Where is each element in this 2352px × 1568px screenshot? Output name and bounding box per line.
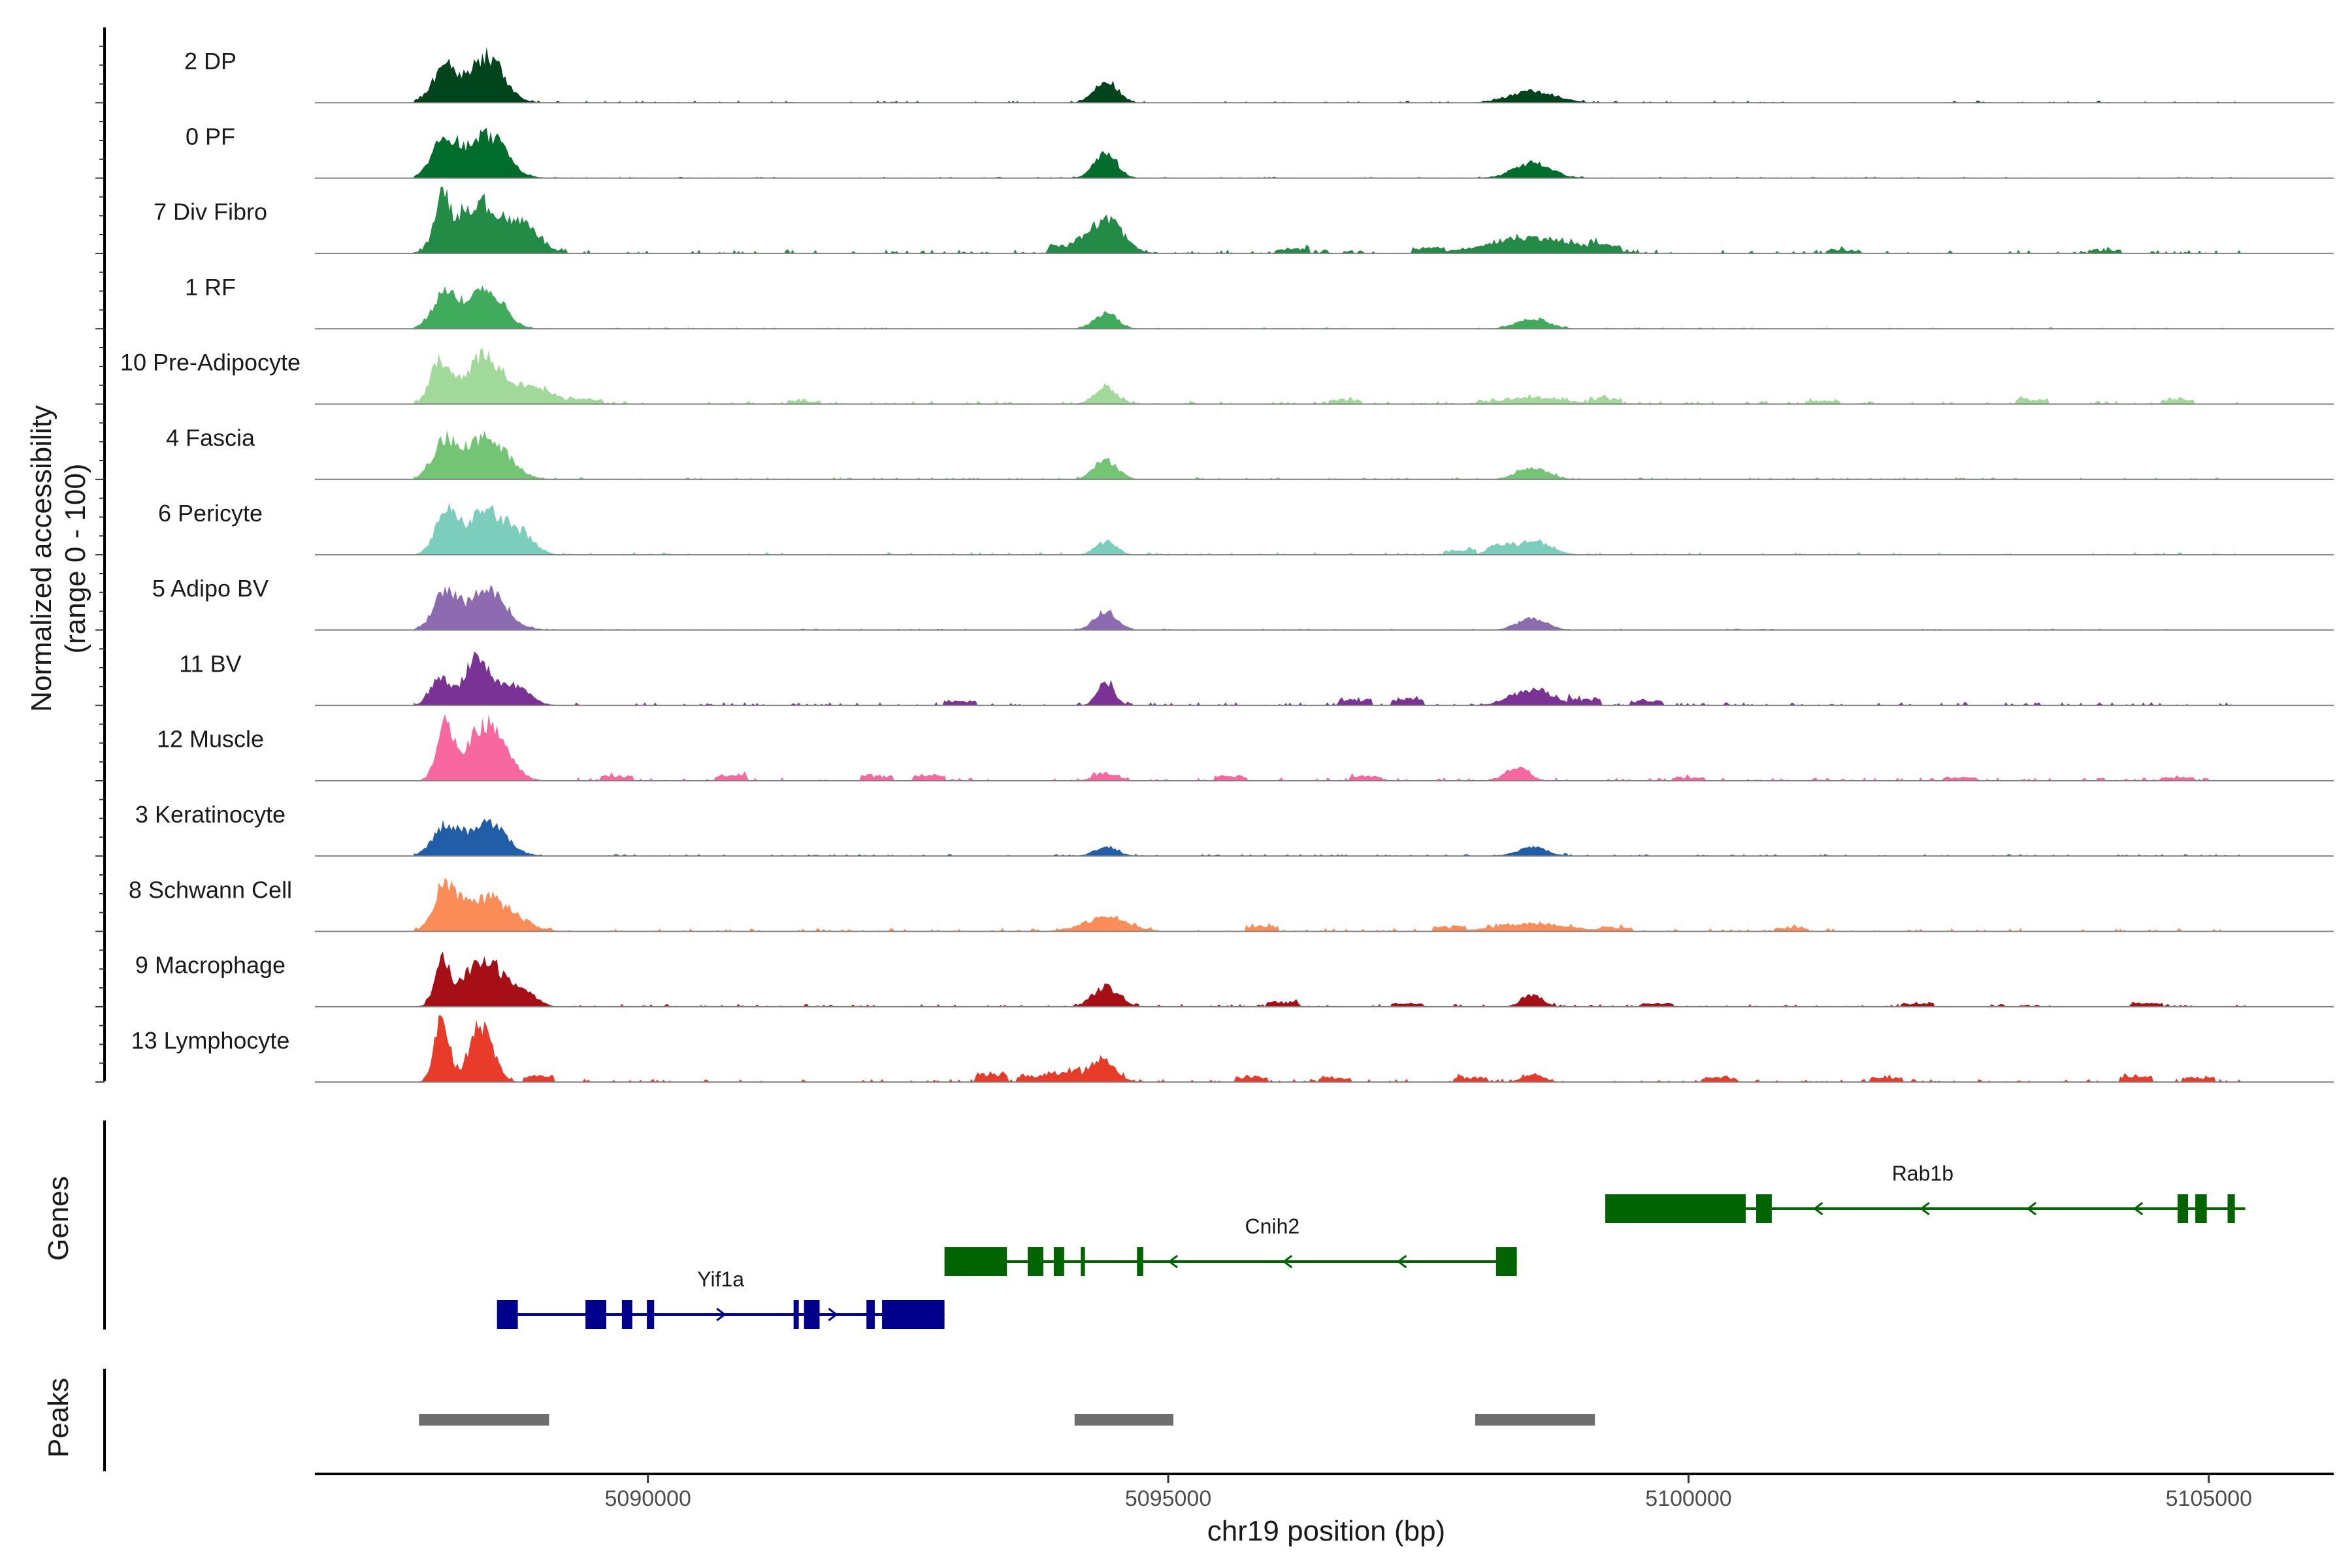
- gene-label-rab1b: Rab1b: [1892, 1162, 1953, 1185]
- peak-region: [419, 1414, 549, 1426]
- gene-exon: [1495, 1247, 1517, 1276]
- gene-exon: [1756, 1194, 1772, 1223]
- gene-label-cnih2: Cnih2: [1245, 1215, 1300, 1238]
- gene-exon: [2178, 1194, 2189, 1223]
- coverage-area-6-pericyte: [414, 502, 2246, 555]
- track-label-11-bv: 11 BV: [179, 650, 241, 677]
- track-label-1-rf: 1 RF: [185, 274, 236, 301]
- gene-models: Yif1a Cnih2 Rab1b: [497, 1162, 2246, 1329]
- gene-exon: [793, 1300, 799, 1329]
- gene-exon: [1605, 1194, 1746, 1223]
- gene-exon: [1053, 1247, 1064, 1276]
- coverage-area-0-pf: [414, 127, 2246, 178]
- gene-exon: [647, 1300, 655, 1329]
- coverage-area-7-div-fibro: [414, 186, 2246, 253]
- track-label-5-adipo-bv: 5 Adipo BV: [152, 575, 269, 602]
- track-4-fascia: 4 Fascia: [166, 425, 2334, 480]
- x-tick-label: 5095000: [1125, 1486, 1211, 1511]
- track-2-dp: 2 DP: [184, 46, 2334, 104]
- peak-region: [1475, 1414, 1595, 1426]
- track-0-pf: 0 PF: [186, 123, 2334, 179]
- track-3-keratinocyte: 3 Keratinocyte: [135, 801, 2334, 857]
- strand-arrow: [716, 1307, 727, 1322]
- y-axis-title-line-2: (range 0 - 100): [59, 463, 91, 653]
- track-label-7-div-fibro: 7 Div Fibro: [154, 199, 267, 225]
- x-tick-label: 5100000: [1645, 1486, 1731, 1511]
- gene-exon: [882, 1300, 945, 1329]
- gene-exon: [585, 1300, 606, 1329]
- coverage-area-13-lymphocyte: [414, 1015, 2246, 1083]
- gene-exon: [1137, 1247, 1143, 1276]
- coverage-tracks: 2 DP 0 PF 7 Div Fibro 1 RF 10 Pre-Adipocyte 4…: [120, 46, 2334, 1083]
- strand-arrow: [2026, 1201, 2036, 1216]
- genes-track-label: Genes: [42, 1176, 74, 1261]
- coverage-area-2-dp: [414, 46, 2246, 103]
- track-label-12-muscle: 12 Muscle: [157, 726, 264, 753]
- gene-exon: [944, 1247, 1007, 1276]
- strand-arrow: [1168, 1254, 1178, 1269]
- track-label-6-pericyte: 6 Pericyte: [158, 500, 263, 527]
- y-axis-title: Normalized accessibility (range 0 - 100): [25, 405, 91, 711]
- gene-cnih2: Cnih2: [944, 1215, 1517, 1276]
- peaks-track-label: Peaks: [42, 1378, 74, 1458]
- track-label-4-fascia: 4 Fascia: [166, 425, 255, 451]
- gene-exon: [2227, 1194, 2235, 1223]
- strand-arrow: [1813, 1201, 1823, 1216]
- gene-rab1b: Rab1b: [1605, 1162, 2246, 1223]
- x-tick-label: 5105000: [2166, 1486, 2252, 1511]
- track-label-8-schwann-cell: 8 Schwann Cell: [129, 876, 292, 903]
- track-label-0-pf: 0 PF: [186, 123, 235, 150]
- gene-yif1a: Yif1a: [497, 1267, 945, 1329]
- coverage-area-8-schwann-cell: [414, 877, 2246, 932]
- coverage-area-10-pre-adipocyte: [414, 348, 2246, 404]
- gene-exon: [497, 1300, 518, 1329]
- strand-arrow: [1282, 1254, 1293, 1269]
- track-11-bv: 11 BV: [179, 650, 2334, 706]
- coverage-area-4-fascia: [414, 430, 2246, 480]
- coverage-area-5-adipo-bv: [414, 585, 2246, 630]
- peak-region: [1074, 1414, 1174, 1426]
- track-label-9-macrophage: 9 Macrophage: [135, 952, 286, 979]
- gene-exon: [621, 1300, 632, 1329]
- track-9-macrophage: 9 Macrophage: [135, 951, 2334, 1007]
- x-tick-label: 5090000: [605, 1486, 691, 1511]
- track-6-pericyte: 6 Pericyte: [158, 500, 2334, 556]
- track-8-schwann-cell: 8 Schwann Cell: [129, 876, 2334, 932]
- x-axis-title: chr19 position (bp): [1207, 1515, 1445, 1547]
- track-label-10-pre-adipocyte: 10 Pre-Adipocyte: [120, 349, 301, 376]
- peak-regions: [103, 1369, 1595, 1471]
- strand-arrow: [1919, 1201, 1930, 1216]
- gene-exon: [804, 1300, 820, 1329]
- track-12-muscle: 12 Muscle: [157, 714, 2334, 781]
- track-1-rf: 1 RF: [185, 274, 2334, 330]
- track-label-3-keratinocyte: 3 Keratinocyte: [135, 801, 286, 828]
- strand-arrow: [828, 1307, 838, 1322]
- gene-label-yif1a: Yif1a: [697, 1267, 744, 1291]
- coverage-area-3-keratinocyte: [414, 819, 2246, 857]
- x-axis: 5090000 5095000 5100000 5105000: [315, 1473, 2334, 1511]
- strand-arrow: [2132, 1201, 2144, 1216]
- coverage-area-12-muscle: [414, 714, 2246, 781]
- track-13-lymphocyte: 13 Lymphocyte: [131, 1015, 2334, 1083]
- gene-exon: [866, 1300, 875, 1329]
- coverage-y-axis: [95, 27, 106, 1083]
- coverage-area-1-rf: [414, 285, 2246, 329]
- gene-exon: [2195, 1194, 2207, 1223]
- track-label-13-lymphocyte: 13 Lymphocyte: [131, 1027, 290, 1054]
- gene-exon: [1081, 1247, 1085, 1276]
- track-label-2-dp: 2 DP: [184, 48, 237, 74]
- track-7-div-fibro: 7 Div Fibro: [154, 186, 2334, 254]
- coverage-area-11-bv: [414, 651, 2246, 706]
- track-10-pre-adipocyte: 10 Pre-Adipocyte: [120, 348, 2334, 405]
- coverage-area-9-macrophage: [414, 951, 2246, 1007]
- y-axis-title-line-1: Normalized accessibility: [25, 405, 57, 711]
- gene-exon: [1028, 1247, 1043, 1276]
- track-5-adipo-bv: 5 Adipo BV: [152, 575, 2334, 631]
- strand-arrow: [1396, 1254, 1407, 1269]
